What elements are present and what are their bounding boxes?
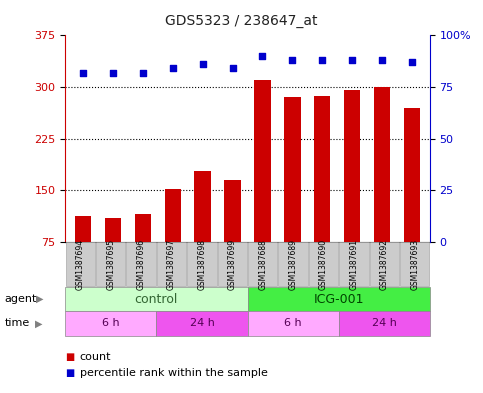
Point xyxy=(109,69,117,75)
Point xyxy=(378,57,386,63)
Text: GSM1387691: GSM1387691 xyxy=(349,239,358,290)
Text: 24 h: 24 h xyxy=(189,318,214,329)
Bar xyxy=(165,189,181,242)
Point xyxy=(288,57,296,63)
Text: time: time xyxy=(5,318,30,329)
Text: agent: agent xyxy=(5,294,37,304)
Text: GSM1387696: GSM1387696 xyxy=(137,239,146,290)
Bar xyxy=(135,214,151,242)
Bar xyxy=(284,97,300,242)
Text: 6 h: 6 h xyxy=(102,318,120,329)
Bar xyxy=(314,96,330,242)
Bar xyxy=(225,180,241,242)
Bar xyxy=(75,216,91,242)
Text: GSM1387695: GSM1387695 xyxy=(106,239,115,290)
Text: ▶: ▶ xyxy=(35,318,43,329)
Text: count: count xyxy=(80,352,111,362)
Text: ▶: ▶ xyxy=(36,294,44,304)
Text: percentile rank within the sample: percentile rank within the sample xyxy=(80,368,268,378)
Point xyxy=(258,53,266,59)
Bar xyxy=(374,87,390,242)
Text: 6 h: 6 h xyxy=(284,318,302,329)
Text: GSM1387692: GSM1387692 xyxy=(380,239,389,290)
Text: ■: ■ xyxy=(65,368,74,378)
Text: GSM1387697: GSM1387697 xyxy=(167,239,176,290)
Bar xyxy=(404,108,420,242)
Bar xyxy=(105,218,121,242)
Bar xyxy=(195,171,211,242)
Point xyxy=(79,69,87,75)
Text: GDS5323 / 238647_at: GDS5323 / 238647_at xyxy=(165,14,318,28)
Point xyxy=(408,59,416,65)
Point xyxy=(229,65,237,72)
Text: GSM1387688: GSM1387688 xyxy=(258,239,267,290)
Text: GSM1387698: GSM1387698 xyxy=(198,239,206,290)
Text: GSM1387694: GSM1387694 xyxy=(76,239,85,290)
Point xyxy=(199,61,207,67)
Text: ICG-001: ICG-001 xyxy=(313,292,364,306)
Point xyxy=(139,69,147,75)
Text: GSM1387693: GSM1387693 xyxy=(410,239,419,290)
Text: GSM1387699: GSM1387699 xyxy=(228,239,237,290)
Point xyxy=(348,57,356,63)
Text: ■: ■ xyxy=(65,352,74,362)
Text: 24 h: 24 h xyxy=(372,318,397,329)
Text: GSM1387690: GSM1387690 xyxy=(319,239,328,290)
Point xyxy=(169,65,177,72)
Text: control: control xyxy=(135,292,178,306)
Bar xyxy=(344,90,360,242)
Point xyxy=(318,57,326,63)
Bar xyxy=(254,80,270,242)
Text: GSM1387689: GSM1387689 xyxy=(289,239,298,290)
